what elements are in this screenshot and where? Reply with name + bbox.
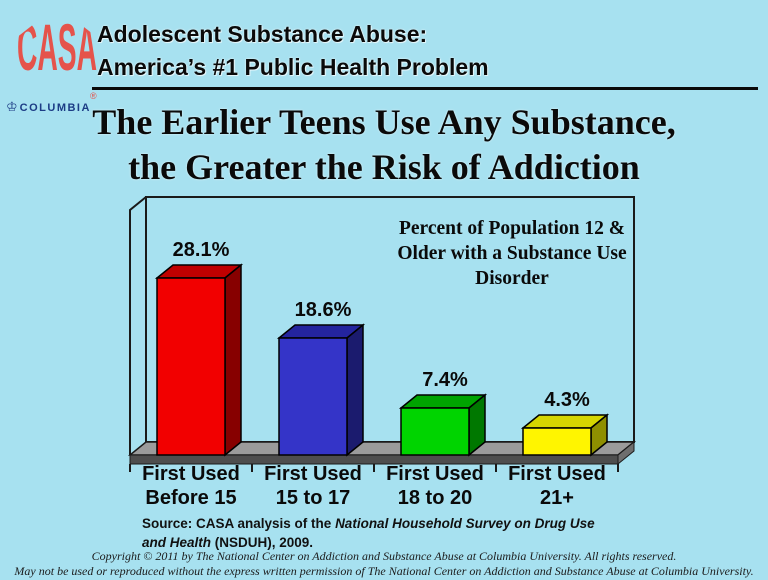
- casa-logo: CASA ®: [16, 6, 98, 102]
- title-line1: The Earlier Teens Use Any Substance,: [92, 102, 676, 142]
- source-italic-1: National Household Survey on Drug Use: [335, 516, 595, 531]
- bar-value-label-first-used-15-to-17: 18.6%: [295, 299, 352, 321]
- chart-annotation: Percent of Population 12 & Older with a S…: [397, 218, 627, 289]
- columbia-wordmark: ♔ COLUMBIA: [6, 101, 91, 114]
- slide-header: Adolescent Substance Abuse: America’s #1…: [97, 18, 489, 84]
- copyright-note: Copyright © 2011 by The National Center …: [0, 549, 768, 579]
- source-italic-2: and Health: [142, 535, 212, 550]
- category-label-first-used-15-to-17: First Used 15 to 17: [264, 463, 362, 509]
- crown-icon: ♔: [6, 100, 18, 115]
- casa-logo-text: CASA: [17, 10, 97, 84]
- header-line1: Adolescent Substance Abuse:: [97, 21, 428, 47]
- bar-front-face-first-used-before-15: [156, 277, 226, 456]
- chart-side-wall: [129, 196, 147, 455]
- source-prefix: Source: CASA analysis of the: [142, 516, 336, 531]
- category-label-first-used-18-to-20: First Used 18 to 20: [386, 463, 484, 509]
- header-line2: America’s #1 Public Health Problem: [97, 54, 489, 80]
- casa-house-icon: CASA ®: [17, 10, 97, 101]
- category-label-first-used-21-: First Used 21+: [508, 463, 606, 509]
- bar-chart: 28.1% First Used Before 15 18.6% First Used 1…: [127, 196, 637, 509]
- copyright-line2: May not be used or reproduced without th…: [14, 564, 754, 578]
- copyright-line1: Copyright © 2011 by The National Center …: [91, 549, 677, 563]
- title-line2: the Greater the Risk of Addiction: [128, 147, 640, 187]
- bar-side-face-first-used-before-15: [224, 263, 242, 457]
- registered-mark: ®: [90, 91, 97, 101]
- source-note: Source: CASA analysis of the National Ho…: [142, 514, 622, 552]
- columbia-label: COLUMBIA: [19, 101, 91, 114]
- source-suffix: (NSDUH), 2009.: [211, 535, 314, 550]
- bar-side-face-first-used-15-to-17: [346, 323, 364, 457]
- bar-front-face-first-used-18-to-20: [400, 407, 470, 456]
- bar-value-label-first-used-18-to-20: 7.4%: [422, 369, 468, 391]
- bar-front-face-first-used-15-to-17: [278, 337, 348, 456]
- category-label-first-used-before-15: First Used Before 15: [142, 463, 240, 509]
- bar-front-face-first-used-21-: [522, 427, 592, 456]
- header-underline: [92, 87, 758, 90]
- bar-value-label-first-used-before-15: 28.1%: [173, 239, 230, 261]
- page-title: The Earlier Teens Use Any Substance, the…: [0, 100, 768, 190]
- bar-value-label-first-used-21-: 4.3%: [544, 389, 590, 411]
